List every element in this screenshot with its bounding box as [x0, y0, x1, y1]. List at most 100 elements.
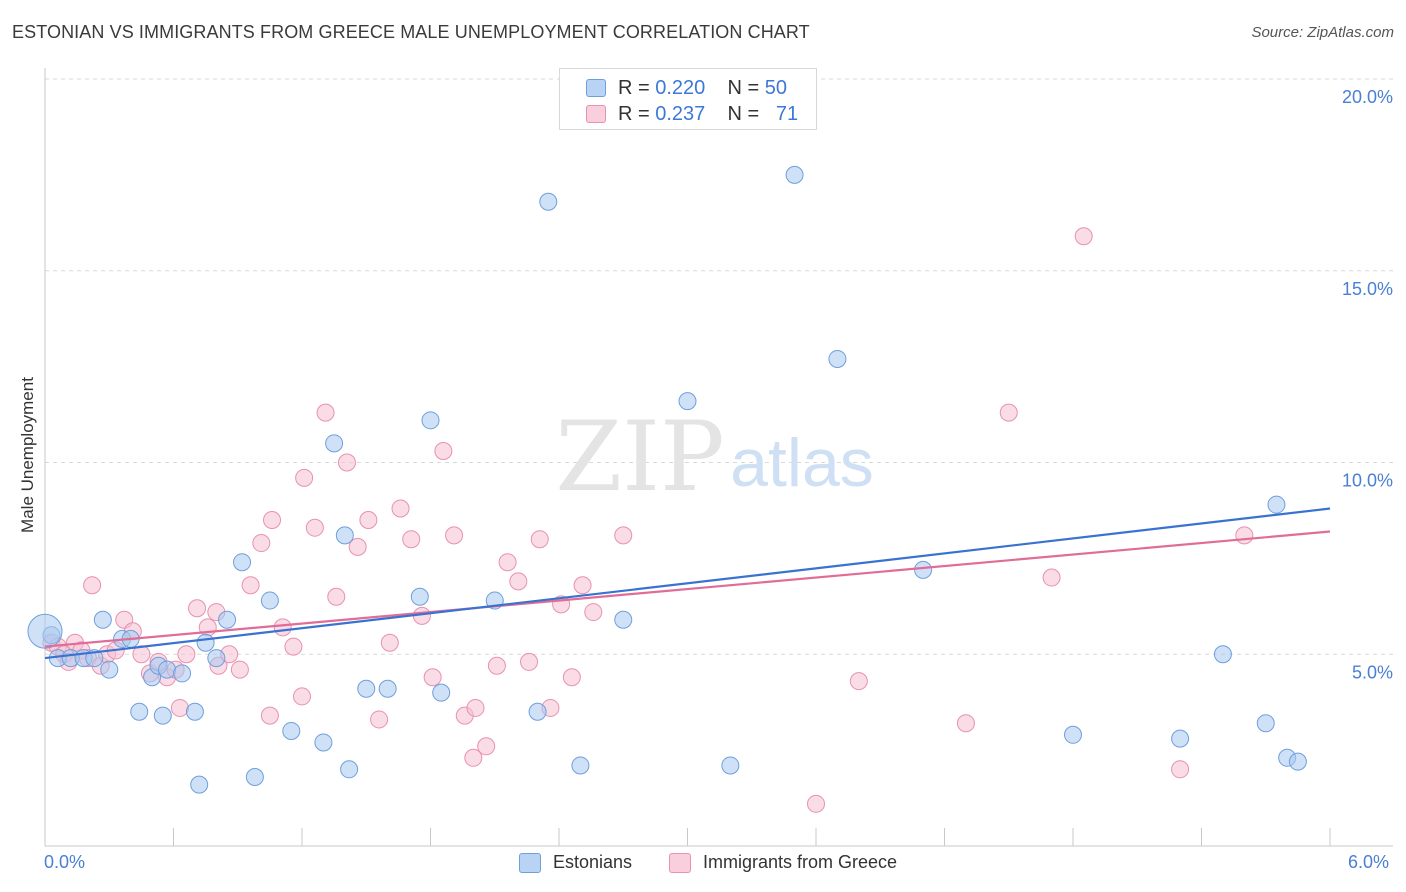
legend-label: Estonians: [553, 852, 633, 872]
watermark-atlas: atlas: [730, 425, 874, 501]
data-point: [260, 591, 279, 610]
data-point: [293, 687, 311, 706]
data-point: [380, 633, 399, 652]
data-point: [83, 576, 102, 595]
data-point: [1064, 725, 1082, 744]
data-point: [421, 411, 440, 430]
data-point: [305, 518, 324, 537]
greece-swatch: [586, 105, 606, 123]
data-point: [721, 756, 740, 775]
data-point: [573, 576, 592, 595]
data-point: [956, 714, 975, 733]
data-point: [348, 537, 367, 556]
series-immigrants-from-greece: [42, 227, 1254, 813]
trend-line-greece: [44, 530, 1331, 648]
data-point: [849, 672, 868, 691]
trend-line-estonians: [44, 507, 1331, 660]
data-point: [370, 710, 389, 729]
data-point: [423, 668, 442, 687]
data-point: [999, 403, 1018, 422]
data-point: [378, 679, 397, 698]
data-point: [153, 706, 172, 725]
data-point: [314, 733, 333, 752]
data-point: [391, 499, 410, 518]
watermark-zip: ZIP: [555, 401, 724, 513]
data-point: [263, 511, 282, 530]
series-estonians: [27, 165, 1307, 794]
data-point: [196, 633, 215, 652]
data-point: [284, 637, 303, 656]
data-point: [252, 534, 271, 553]
y-tick-label: 5.0%: [1352, 662, 1393, 682]
data-point: [466, 698, 485, 717]
data-point: [785, 165, 804, 184]
r-label: R =: [618, 77, 656, 99]
data-point: [562, 668, 581, 687]
n-value: 71: [775, 103, 799, 125]
x-tick-label-min: 0.0%: [44, 852, 86, 872]
data-point: [410, 587, 429, 606]
data-point: [678, 392, 697, 411]
data-point: [498, 553, 517, 572]
data-point: [359, 511, 378, 530]
data-point: [614, 526, 633, 545]
data-point: [1042, 568, 1061, 587]
data-point: [295, 468, 314, 487]
chart-title: ESTONIAN VS IMMIGRANTS FROM GREECE MALE …: [12, 22, 810, 42]
greece-swatch: [669, 853, 691, 873]
data-point: [93, 610, 112, 629]
data-point: [477, 737, 496, 756]
data-point: [614, 610, 633, 629]
data-point: [402, 530, 421, 549]
data-point: [190, 775, 209, 794]
y-tick-label: 10.0%: [1342, 471, 1393, 491]
estonians-swatch: [519, 853, 541, 873]
data-point: [509, 572, 528, 591]
r-value: 0.237: [655, 103, 706, 125]
data-point: [1213, 645, 1232, 664]
data-point: [245, 767, 264, 786]
data-point: [1267, 495, 1286, 514]
axes: [44, 68, 1393, 847]
n-value: 50: [764, 77, 788, 99]
data-point: [316, 403, 335, 422]
data-point: [337, 453, 356, 472]
data-point: [335, 526, 354, 545]
data-point: [173, 664, 192, 683]
n-label: N =: [727, 103, 765, 125]
data-point: [571, 756, 590, 775]
data-point: [528, 702, 547, 721]
data-point: [1171, 729, 1190, 748]
y-tick-labels: 5.0% 10.0% 15.0% 20.0%: [1342, 87, 1393, 682]
data-point: [233, 553, 252, 572]
n-label: N =: [727, 77, 765, 99]
data-point: [914, 560, 933, 579]
data-point: [1288, 752, 1307, 771]
y-tick-label: 15.0%: [1342, 279, 1393, 299]
data-point: [327, 587, 346, 606]
legend-row-text: R = 0.237 N = 71: [618, 103, 798, 126]
data-point: [207, 649, 226, 668]
data-point: [340, 760, 359, 779]
data-point: [1235, 526, 1254, 545]
watermark: ZIP atlas: [555, 401, 873, 513]
data-point: [177, 645, 196, 664]
data-point: [445, 526, 464, 545]
data-point: [1256, 714, 1275, 733]
x-tick-label-max: 6.0%: [1348, 852, 1390, 872]
estonians-swatch: [586, 79, 606, 97]
data-point: [100, 660, 119, 679]
data-point: [132, 645, 151, 664]
data-point: [1074, 227, 1093, 246]
data-point: [158, 660, 177, 679]
r-value: 0.220: [655, 77, 706, 99]
data-point: [218, 610, 237, 629]
data-point: [357, 679, 376, 698]
data-point: [130, 702, 149, 721]
legend-label: Immigrants from Greece: [703, 852, 898, 872]
data-point: [185, 702, 204, 721]
source-label: Source: ZipAtlas.com: [1251, 24, 1394, 41]
data-point: [241, 576, 260, 595]
data-point: [188, 599, 207, 618]
